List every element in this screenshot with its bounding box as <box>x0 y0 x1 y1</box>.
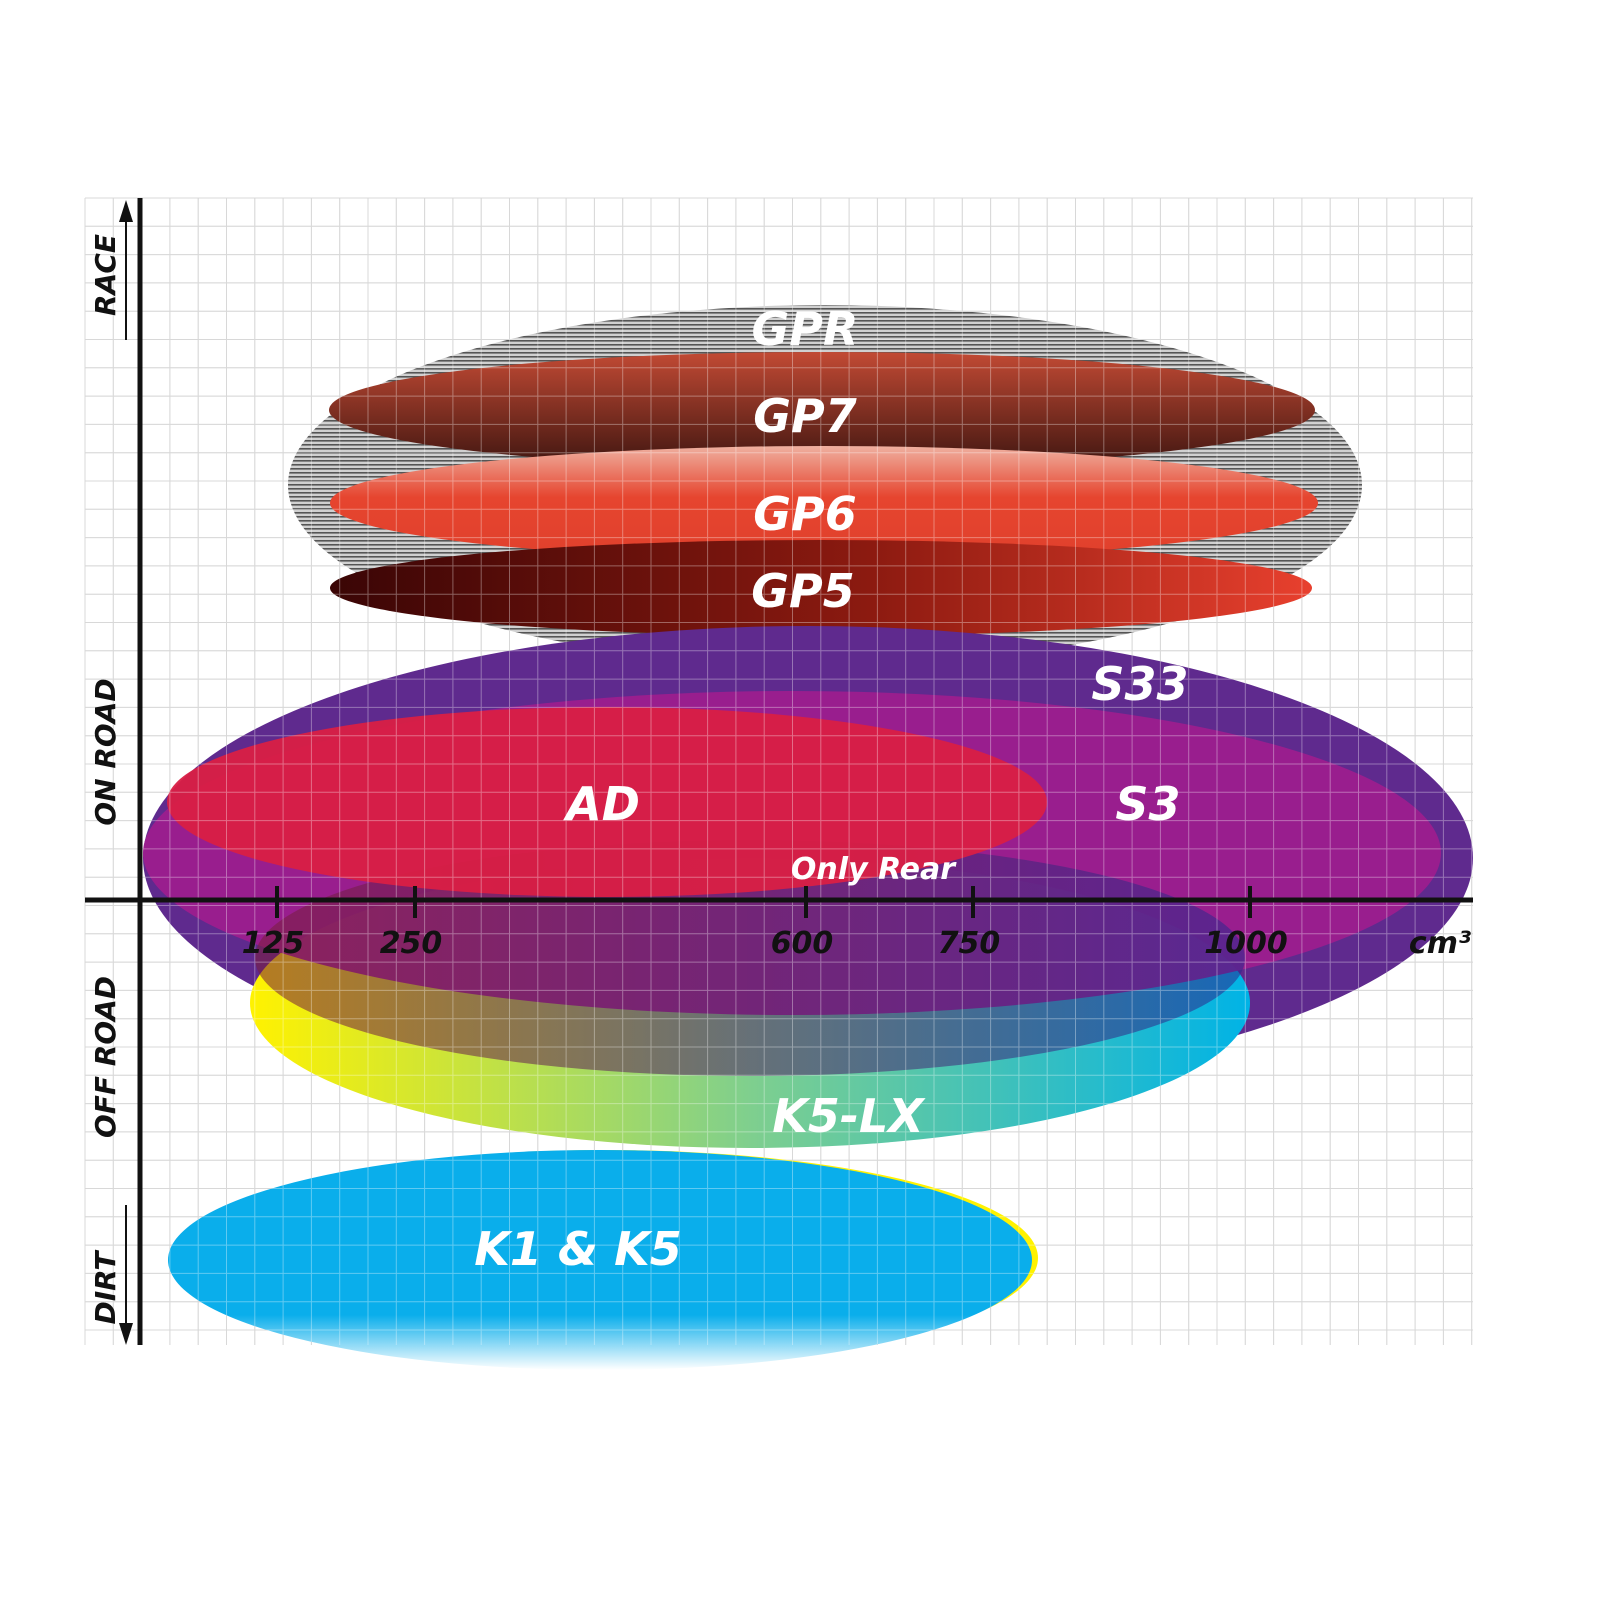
tick-label-250: 250 <box>380 926 443 961</box>
range-gp7 <box>329 352 1315 468</box>
arrow-down-icon <box>119 1323 133 1345</box>
label-s3: S3 <box>1115 777 1180 831</box>
label-s33: S33 <box>1091 657 1188 711</box>
tick-label-750: 750 <box>938 926 1001 961</box>
label-k1-k5: K1 & K5 <box>474 1222 681 1276</box>
arrow-up-icon <box>119 200 133 222</box>
range-ad <box>167 707 1047 897</box>
label-gp6: GP6 <box>753 487 856 541</box>
label-only-rear: Only Rear <box>791 852 957 887</box>
tick-label-600: 600 <box>771 926 834 961</box>
label-gp7: GP7 <box>753 389 856 443</box>
y-label-dirt: DIRT <box>89 1250 122 1325</box>
range-gp6 <box>330 446 1318 560</box>
tick-label-125: 125 <box>242 926 305 961</box>
y-label-race: RACE <box>89 234 122 316</box>
label-gpr: GPR <box>752 302 859 356</box>
label-gp5: GP5 <box>751 564 854 618</box>
tick-label-1000: 1000 <box>1204 926 1288 961</box>
label-ad: AD <box>563 777 640 831</box>
unit-label: cm³ <box>1409 926 1471 961</box>
y-label-on-road: ON ROAD <box>89 678 122 825</box>
range-gp5 <box>330 540 1312 636</box>
label-k5-lx: K5-LX <box>772 1089 926 1143</box>
range-k1-k5 <box>168 1150 1032 1370</box>
y-label-off-road: OFF ROAD <box>89 976 122 1138</box>
